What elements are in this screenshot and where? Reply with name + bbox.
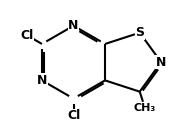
Text: N: N: [37, 74, 47, 87]
Text: CH₃: CH₃: [134, 103, 156, 113]
Text: Cl: Cl: [67, 109, 80, 122]
Text: S: S: [135, 26, 144, 39]
Text: N: N: [68, 19, 79, 32]
Text: Cl: Cl: [20, 29, 34, 42]
Text: N: N: [156, 56, 166, 69]
